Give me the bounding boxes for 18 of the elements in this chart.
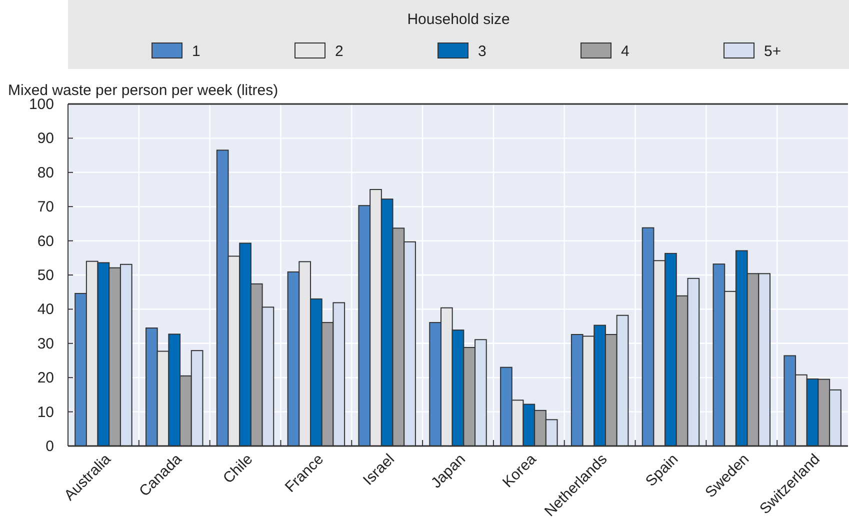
y-tick-label: 70 — [37, 198, 54, 216]
legend-title: Household size — [407, 11, 510, 28]
y-tick-label: 50 — [37, 267, 54, 284]
legend-label: 3 — [478, 43, 486, 60]
y-tick-label: 30 — [37, 335, 54, 352]
legend-label: 2 — [335, 43, 344, 60]
y-tick-label: 0 — [46, 438, 54, 455]
y-tick-label: 80 — [37, 164, 54, 182]
y-tick-label: 90 — [37, 130, 54, 148]
y-tick-label: 100 — [28, 96, 54, 113]
y-tick-label: 10 — [37, 404, 54, 421]
y-tick-label: 60 — [37, 232, 54, 250]
legend-label: 5+ — [764, 43, 782, 60]
legend-label: 1 — [192, 43, 200, 60]
y-tick-label: 20 — [37, 370, 54, 387]
y-tick-label: 40 — [37, 301, 54, 318]
legend-label: 4 — [621, 43, 630, 60]
y-axis-title: Mixed waste per person per week (litres) — [8, 82, 278, 99]
